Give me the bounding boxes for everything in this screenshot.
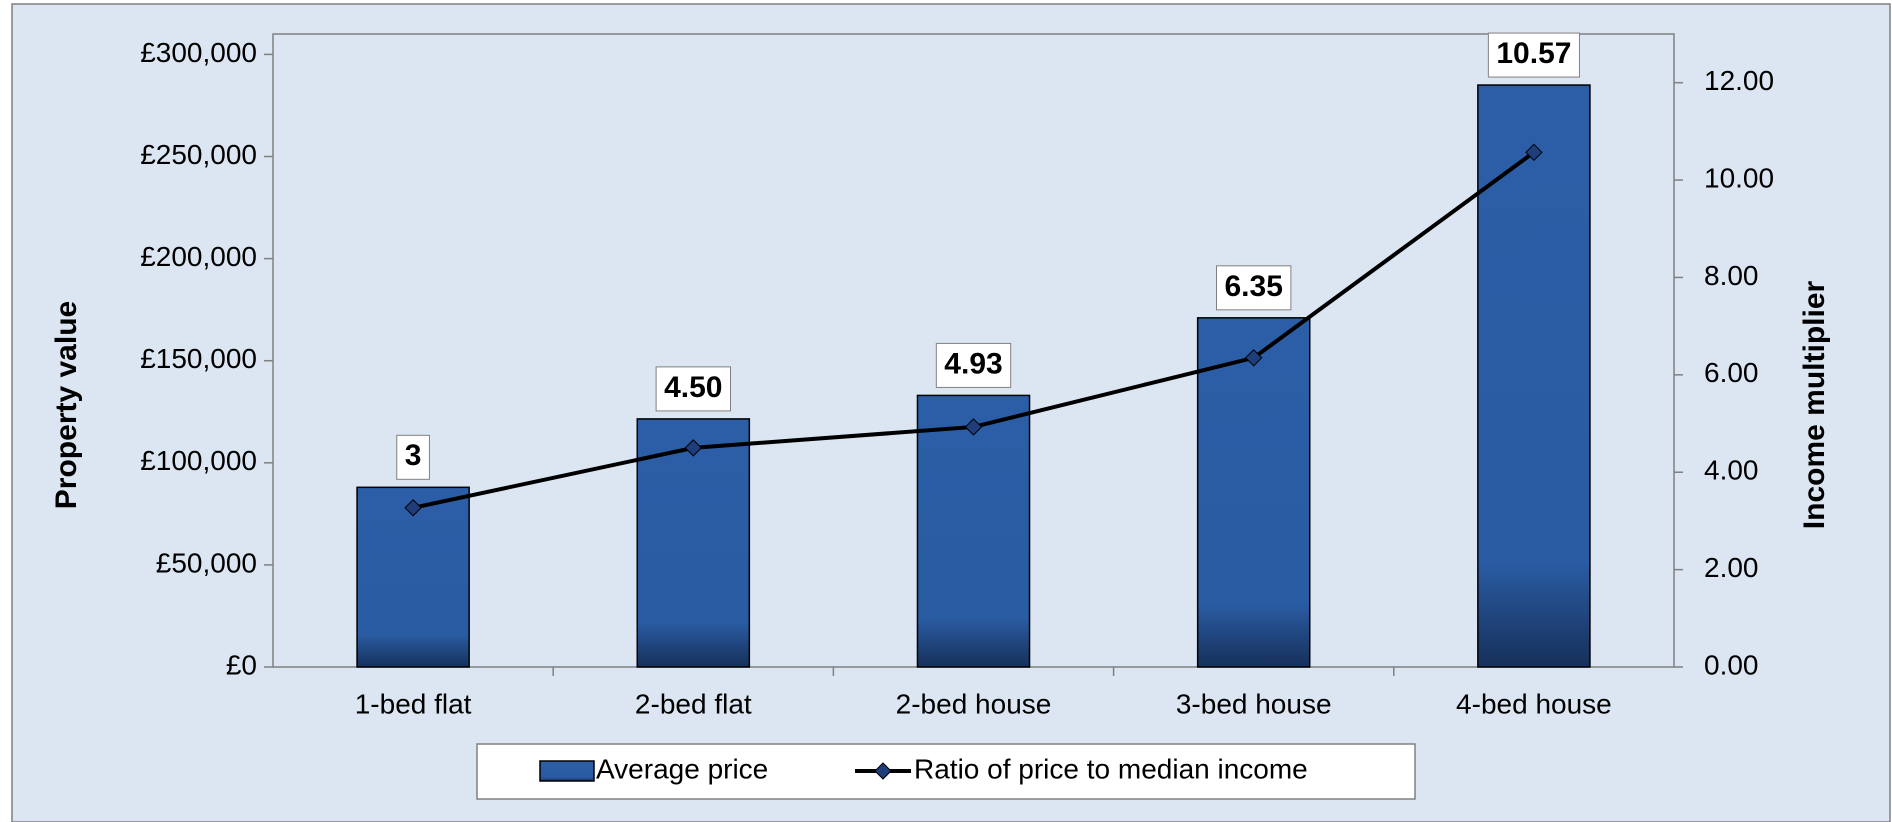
y2-tick-label: 6.00 (1704, 357, 1759, 388)
line-marker (684, 439, 703, 457)
x-tick-label: 2-bed flat (635, 688, 752, 719)
bar (1196, 317, 1311, 668)
y-axis-title: Property value (50, 301, 83, 509)
data-label-box (1487, 32, 1580, 78)
y-tick-label: £200,000 (140, 241, 257, 272)
y-tick-label: £300,000 (140, 37, 257, 68)
y2-tick-label: 8.00 (1704, 260, 1759, 291)
data-label-box (935, 342, 1012, 388)
legend-label: Ratio of price to median income (914, 753, 1308, 784)
data-label: 6.35 (1225, 270, 1283, 303)
legend-swatch (539, 760, 595, 782)
y2-tick-label: 10.00 (1704, 162, 1774, 193)
y2-tick-label: 0.00 (1704, 649, 1759, 680)
y2-tick-label: 2.00 (1704, 552, 1759, 583)
data-label-box (396, 434, 430, 480)
x-tick-label: 1-bed flat (355, 688, 472, 719)
y-tick-label: £150,000 (140, 343, 257, 374)
bar (916, 394, 1031, 668)
y-tick-label: £100,000 (140, 445, 257, 476)
line-marker (404, 499, 422, 517)
y-tick-label: £0 (226, 649, 257, 680)
data-label: 4.93 (944, 347, 1002, 380)
data-label: 4.50 (664, 371, 722, 404)
data-label: 10.57 (1496, 37, 1571, 70)
y2-axis-title: Income multiplier (1798, 280, 1831, 529)
legend-marker (874, 762, 892, 780)
line-marker (1244, 349, 1263, 367)
x-tick-label: 2-bed house (896, 688, 1052, 719)
line-marker (964, 418, 983, 436)
legend (476, 743, 1416, 800)
data-label: 3 (405, 439, 422, 472)
line-marker (1525, 143, 1543, 162)
bar (356, 486, 470, 668)
legend-label: Average price (596, 753, 768, 784)
x-tick-label: 3-bed house (1176, 688, 1332, 719)
y2-tick-label: 4.00 (1704, 455, 1759, 486)
data-label-box (1216, 265, 1292, 311)
y-tick-label: £250,000 (140, 139, 257, 170)
bar (1477, 84, 1591, 668)
bar (636, 418, 751, 668)
y2-tick-label: 12.00 (1704, 65, 1774, 96)
x-tick-label: 4-bed house (1456, 688, 1612, 719)
data-label-box (655, 366, 731, 412)
y-tick-label: £50,000 (156, 547, 257, 578)
